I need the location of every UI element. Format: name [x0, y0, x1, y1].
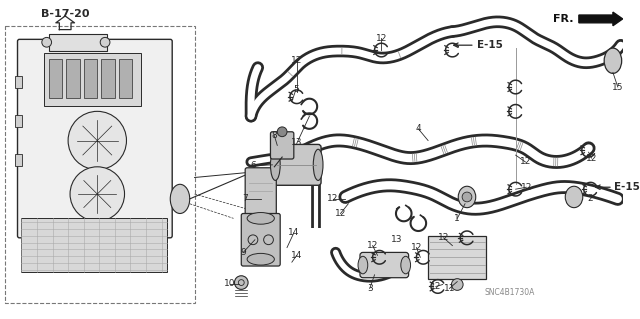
Text: 6: 6: [250, 161, 256, 170]
Ellipse shape: [358, 256, 368, 274]
Text: 3: 3: [367, 284, 372, 293]
Text: 12: 12: [430, 282, 442, 291]
Text: 12: 12: [291, 56, 303, 65]
Text: 15: 15: [612, 83, 623, 92]
Circle shape: [451, 279, 463, 290]
Text: B-17-20: B-17-20: [41, 9, 90, 19]
Bar: [5, 26, 195, 303]
Circle shape: [42, 37, 52, 47]
Bar: [428, 236, 486, 279]
Bar: [101, 59, 115, 98]
Ellipse shape: [313, 149, 323, 181]
Text: 10: 10: [224, 279, 236, 288]
Text: 12: 12: [521, 183, 532, 192]
Text: 12: 12: [327, 194, 339, 204]
Text: 5: 5: [293, 85, 299, 94]
Bar: [66, 59, 80, 98]
FancyBboxPatch shape: [241, 213, 280, 266]
FancyBboxPatch shape: [17, 39, 172, 238]
Text: 4: 4: [415, 124, 421, 133]
Text: SNC4B1730A: SNC4B1730A: [484, 288, 535, 297]
Text: 12: 12: [335, 209, 346, 218]
Ellipse shape: [565, 186, 583, 208]
Text: 12: 12: [411, 243, 422, 252]
Bar: [84, 59, 97, 98]
Text: 14: 14: [288, 228, 300, 237]
Text: 12: 12: [586, 153, 597, 163]
Ellipse shape: [458, 186, 476, 208]
Bar: [44, 53, 141, 107]
Text: 12: 12: [376, 34, 387, 43]
Text: 12: 12: [520, 158, 531, 167]
FancyArrow shape: [579, 12, 623, 26]
Text: 1: 1: [454, 214, 460, 223]
FancyBboxPatch shape: [271, 132, 294, 159]
Text: 13: 13: [391, 235, 403, 244]
Circle shape: [70, 167, 125, 221]
Text: 9: 9: [241, 248, 246, 257]
Text: 2: 2: [588, 194, 593, 204]
Ellipse shape: [271, 149, 280, 181]
Text: 11: 11: [444, 284, 455, 293]
Text: 12: 12: [438, 233, 449, 242]
Circle shape: [462, 192, 472, 202]
Bar: [21, 219, 167, 272]
Circle shape: [100, 37, 110, 47]
Text: E-15: E-15: [614, 182, 640, 192]
Ellipse shape: [247, 253, 275, 265]
FancyBboxPatch shape: [360, 252, 408, 278]
Text: 7: 7: [243, 194, 248, 204]
Bar: [15, 154, 22, 166]
Text: FR.: FR.: [552, 14, 573, 24]
Bar: [118, 59, 132, 98]
Text: 8: 8: [271, 131, 277, 140]
Bar: [49, 33, 107, 51]
Text: 14: 14: [291, 251, 303, 260]
Ellipse shape: [604, 48, 621, 73]
Bar: [15, 76, 22, 88]
Text: E-15: E-15: [477, 40, 502, 50]
Text: 13: 13: [291, 138, 303, 147]
Circle shape: [68, 111, 127, 170]
Bar: [49, 59, 62, 98]
Bar: [15, 115, 22, 127]
Text: 12: 12: [367, 241, 378, 250]
Ellipse shape: [247, 212, 275, 224]
FancyBboxPatch shape: [273, 145, 321, 185]
Ellipse shape: [170, 184, 189, 213]
Ellipse shape: [401, 256, 411, 274]
Circle shape: [234, 276, 248, 289]
FancyBboxPatch shape: [245, 168, 276, 214]
Circle shape: [277, 127, 287, 137]
